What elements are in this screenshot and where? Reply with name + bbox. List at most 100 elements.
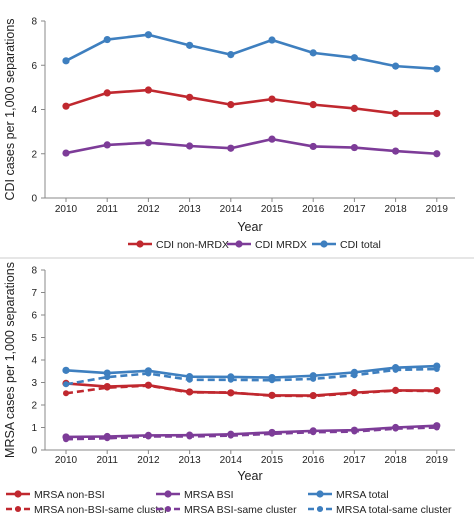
series-line (65, 367, 437, 386)
data-point (309, 142, 317, 151)
data-point (63, 381, 69, 388)
series-line (65, 33, 437, 71)
legend-marker (136, 240, 144, 248)
data-point (62, 366, 70, 374)
data-point (269, 377, 275, 384)
y-tick-label: 4 (31, 105, 37, 116)
legend-marker (164, 490, 172, 498)
data-point (104, 374, 111, 381)
data-point (186, 433, 193, 440)
chart-2: 0 1 2 3 4 5 6 7 8 2010 2011 2012 2013 2014 2015 2016 201… (3, 262, 455, 516)
data-point (350, 104, 358, 112)
x-tick-label: 2013 (178, 455, 201, 466)
x-tick-label: 2016 (302, 455, 325, 466)
data-point (433, 150, 441, 158)
legend-label: MRSA non-BSI (34, 489, 105, 501)
data-point (144, 86, 152, 94)
y-tick-label: 6 (31, 61, 37, 72)
data-point (144, 139, 152, 147)
x-tick-label: 2012 (137, 204, 160, 215)
data-point (144, 31, 152, 39)
series-mrsa-non-bsi-same-cluster (63, 382, 440, 399)
y-axis-title: MRSA cases per 1,000 separations (3, 262, 17, 458)
x-tick-label: 2010 (55, 455, 78, 466)
x-tick-label: 2015 (261, 455, 284, 466)
data-point (433, 366, 440, 372)
x-tick-label: 2017 (343, 455, 366, 466)
legend-entry-mrsa-non-bsi: MRSA non-BSI (6, 489, 105, 501)
data-point (227, 144, 235, 152)
data-point (392, 62, 400, 70)
data-point (392, 387, 399, 394)
data-point (351, 390, 358, 397)
data-point (433, 424, 440, 431)
x-tick-label: 2018 (384, 455, 407, 466)
data-point (62, 57, 70, 65)
x-axis-title: Year (237, 220, 262, 234)
legend-marker (15, 506, 21, 512)
data-point (351, 372, 358, 379)
data-point (392, 425, 399, 432)
data-point (309, 49, 317, 57)
data-point (433, 109, 441, 118)
legend-entry-mrsa-bsi: MRSA BSI (156, 489, 234, 501)
data-point (268, 95, 276, 103)
x-tick-label: 2014 (220, 204, 243, 215)
legend-label: MRSA total (336, 489, 389, 501)
x-tick-label: 2011 (96, 455, 118, 466)
legend-entry-mrsa-total: MRSA total (308, 489, 389, 501)
legend-marker (320, 240, 328, 248)
legend-label: MRSA total-same cluster (336, 504, 452, 516)
series-mrsa-total-same-cluster (63, 366, 440, 388)
data-point (145, 433, 152, 440)
x-tick-label: 2013 (178, 204, 201, 215)
data-point (227, 101, 235, 109)
data-point (227, 432, 234, 439)
data-point (186, 93, 194, 101)
x-tick-label: 2010 (55, 204, 78, 215)
data-point (186, 142, 194, 150)
series-line (65, 426, 437, 441)
series-cdi-total (62, 31, 441, 73)
x-tick-label: 2017 (343, 204, 366, 215)
data-point (350, 54, 358, 62)
series-line (65, 88, 437, 115)
data-point (62, 102, 70, 110)
x-axis-title: Year (237, 469, 262, 483)
data-point (63, 436, 69, 443)
legend-label: MRSA BSI (184, 489, 234, 501)
data-point (310, 375, 317, 382)
data-point (186, 376, 193, 383)
data-point (268, 36, 276, 44)
legend-entry-cdi-non-mrdx: CDI non-MRDX (128, 239, 229, 251)
data-point (268, 135, 276, 143)
data-point (63, 390, 69, 397)
legend-entry-cdi-mrdx: CDI MRDX (227, 239, 307, 251)
data-point (227, 51, 235, 59)
series-line (65, 424, 437, 439)
data-point (104, 384, 111, 391)
y-tick-label: 6 (31, 311, 37, 322)
x-tick-label: 2016 (302, 204, 325, 215)
legend-marker (14, 490, 22, 498)
data-point (310, 393, 317, 399)
x-tick-label: 2015 (261, 204, 284, 215)
data-point (103, 89, 111, 97)
data-point (269, 430, 275, 437)
legend-label: CDI total (340, 239, 381, 251)
series-line (65, 364, 437, 379)
x-tick-label: 2018 (384, 204, 407, 215)
y-tick-label: 4 (31, 356, 37, 367)
legend-marker (235, 240, 243, 248)
data-point (392, 147, 400, 155)
legend-label: CDI non-MRDX (156, 239, 229, 251)
series-cdi-non-mrdx (62, 86, 441, 118)
data-point (310, 429, 317, 436)
data-point (227, 389, 234, 396)
y-tick-label: 3 (31, 378, 37, 389)
x-tick-label: 2019 (426, 204, 449, 215)
data-point (350, 143, 358, 152)
legend-marker (317, 506, 323, 512)
data-point (145, 370, 152, 377)
